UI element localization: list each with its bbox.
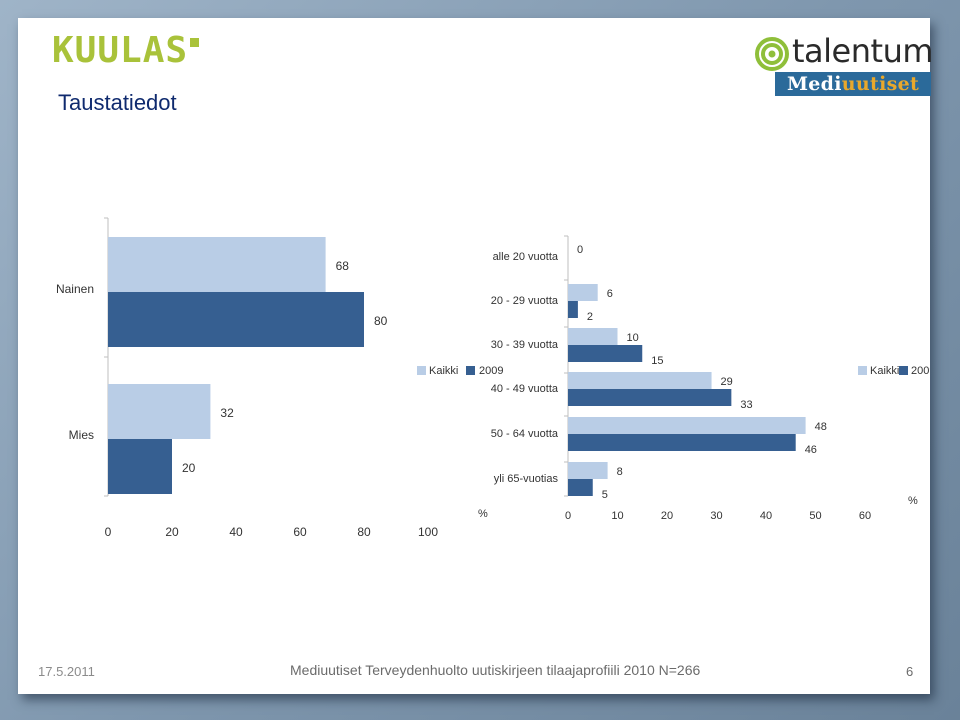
footer-date: 17.5.2011 — [38, 664, 95, 679]
chart2-bar-kaikki — [568, 328, 618, 345]
chart2-data-label: 29 — [721, 376, 733, 388]
chart2-data-label: 6 — [607, 288, 613, 300]
chart1-data-label: 32 — [220, 406, 234, 420]
chart1-legend-swatch-kaikki — [417, 366, 426, 375]
chart2-bar-2009 — [568, 301, 578, 318]
chart2-legend-label: Kaikki — [870, 365, 899, 377]
chart2-bar-2009 — [568, 345, 643, 362]
chart2-data-label: 2 — [587, 311, 593, 323]
page-title: Taustatiedot — [58, 90, 177, 115]
talentum-swirl-icon — [755, 37, 789, 71]
chart2-category-label: yli 65-vuotias — [494, 473, 559, 485]
slide: KUULAS talentum Mediuutiset Taustatiedot… — [18, 18, 934, 694]
chart2-bar-2009 — [568, 389, 732, 406]
page-number: 6 — [906, 664, 914, 679]
chart2-unit-label: % — [908, 495, 918, 507]
talentum-wordmark: talentum — [792, 32, 934, 70]
kuulas-logo: KUULAS — [52, 30, 200, 71]
chart1-category-label: Mies — [69, 428, 94, 442]
chart1-tick-label: 40 — [229, 525, 243, 539]
chart2-legend-label: 2009 — [911, 365, 930, 377]
chart2-bar-kaikki — [568, 372, 712, 389]
chart2-bar-kaikki — [568, 284, 598, 301]
chart1-data-label: 68 — [336, 259, 350, 273]
chart2-bar-kaikki — [568, 462, 608, 479]
chart2-category-label: 40 - 49 vuotta — [491, 383, 559, 395]
chart2-tick-label: 40 — [760, 510, 772, 522]
chart1-tick-label: 60 — [293, 525, 307, 539]
mediuutiset-logo: Mediuutiset — [775, 72, 931, 96]
chart1-bar-2009 — [108, 292, 364, 347]
chart2-data-label: 10 — [627, 332, 639, 344]
chart2-category-label: 20 - 29 vuotta — [491, 295, 559, 307]
chart2-tick-label: 10 — [611, 510, 623, 522]
chart1-legend-label: 2009 — [479, 365, 503, 377]
chart1-tick-label: 20 — [165, 525, 179, 539]
chart1-tick-label: 0 — [105, 525, 112, 539]
chart1-data-label: 20 — [182, 461, 196, 475]
chart1-data-label: 80 — [374, 314, 388, 328]
chart1-legend-label: Kaikki — [429, 365, 458, 377]
chart2-data-label: 8 — [617, 466, 623, 478]
chart2-category-label: alle 20 vuotta — [493, 251, 559, 263]
chart2-legend-swatch-2009 — [899, 366, 908, 375]
chart2-tick-label: 60 — [859, 510, 871, 522]
chart2-bar-2009 — [568, 479, 593, 496]
chart1-bar-kaikki — [108, 237, 326, 292]
chart2-bar-kaikki — [568, 417, 806, 434]
chart1-unit-label: % — [478, 508, 488, 520]
chart2-category-label: 50 - 64 vuotta — [491, 428, 559, 440]
chart2-tick-label: 0 — [565, 510, 571, 522]
chart2-data-label: 15 — [651, 355, 663, 367]
chart2-data-label: 48 — [815, 421, 827, 433]
chart2-data-label: 33 — [740, 399, 752, 411]
chart1-tick-label: 100 — [418, 525, 438, 539]
chart2-data-label: 46 — [805, 444, 817, 456]
chart2-bar-2009 — [568, 434, 796, 451]
chart2-category-label: 30 - 39 vuotta — [491, 339, 559, 351]
chart2-tick-label: 20 — [661, 510, 673, 522]
chart2-data-label: 5 — [602, 489, 608, 501]
chart1-tick-label: 80 — [357, 525, 371, 539]
chart1-legend-swatch-2009 — [466, 366, 475, 375]
chart2-data-label: 0 — [577, 244, 583, 256]
chart1-bar-kaikki — [108, 384, 211, 439]
chart2-legend-swatch-kaikki — [858, 366, 867, 375]
chart2-tick-label: 30 — [710, 510, 722, 522]
footer-text: Mediuutiset Terveydenhuolto uutiskirjeen… — [290, 662, 701, 678]
chart1-category-label: Nainen — [56, 282, 94, 296]
chart1-bar-2009 — [108, 439, 172, 494]
chart2-tick-label: 50 — [809, 510, 821, 522]
